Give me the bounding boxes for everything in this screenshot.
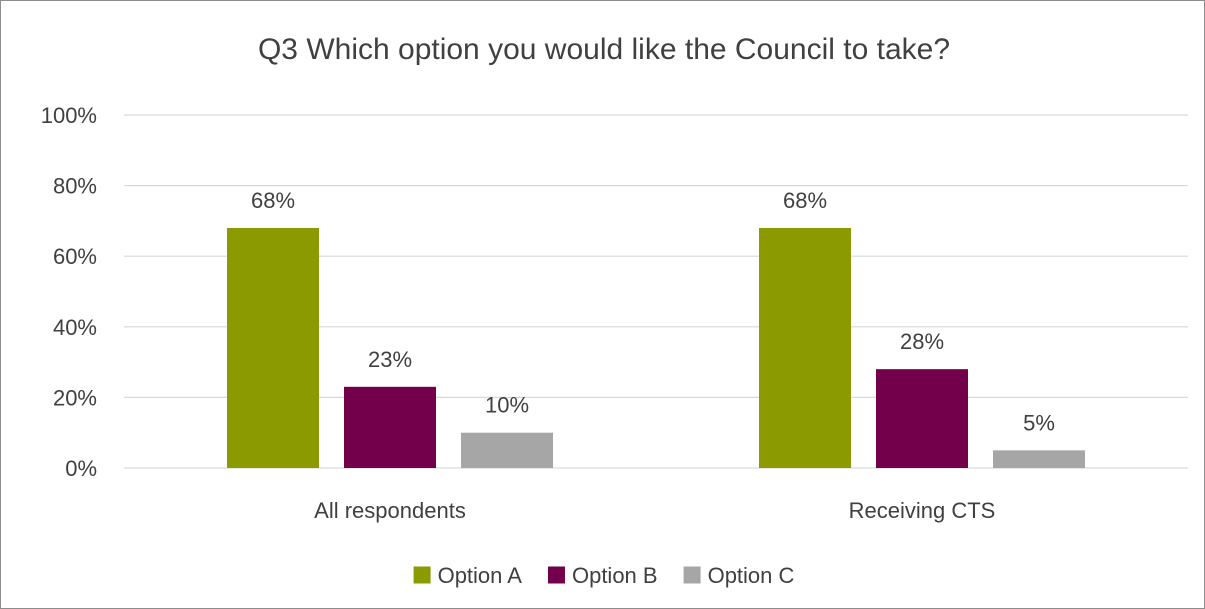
y-tick-label: 80% xyxy=(53,174,97,199)
data-label: 23% xyxy=(368,347,412,372)
y-tick-label: 0% xyxy=(65,456,97,481)
chart-title: Q3 Which option you would like the Counc… xyxy=(258,33,950,66)
bar-option-a xyxy=(227,227,319,468)
data-label: 10% xyxy=(485,393,529,418)
data-label: 68% xyxy=(783,188,827,213)
y-tick-label: 20% xyxy=(53,385,97,410)
y-axis-ticks: 0% 20% 40% 60% 80% 100% xyxy=(41,103,97,481)
legend-swatch xyxy=(683,566,701,584)
legend: Option A Option B Option C xyxy=(413,563,795,588)
x-category-label: All respondents xyxy=(314,498,466,523)
legend-label: Option A xyxy=(438,563,523,588)
data-label: 68% xyxy=(251,188,295,213)
bar-option-c xyxy=(993,450,1085,468)
data-label: 5% xyxy=(1023,410,1055,435)
legend-swatch xyxy=(413,566,431,584)
bar-option-a xyxy=(759,227,851,468)
x-axis-categories: All respondents Receiving CTS xyxy=(314,498,995,523)
bar-option-b xyxy=(344,386,436,468)
bars xyxy=(227,227,1085,468)
y-tick-label: 100% xyxy=(41,103,97,128)
legend-swatch xyxy=(547,566,565,584)
data-labels: 68% 23% 10% 68% 28% 5% xyxy=(251,188,1055,435)
bar-option-b xyxy=(876,369,968,468)
bar-option-c xyxy=(461,432,553,468)
x-category-label: Receiving CTS xyxy=(849,498,996,523)
data-label: 28% xyxy=(900,329,944,354)
y-tick-label: 60% xyxy=(53,244,97,269)
y-tick-label: 40% xyxy=(53,315,97,340)
legend-label: Option B xyxy=(572,563,658,588)
legend-label: Option C xyxy=(708,563,795,588)
